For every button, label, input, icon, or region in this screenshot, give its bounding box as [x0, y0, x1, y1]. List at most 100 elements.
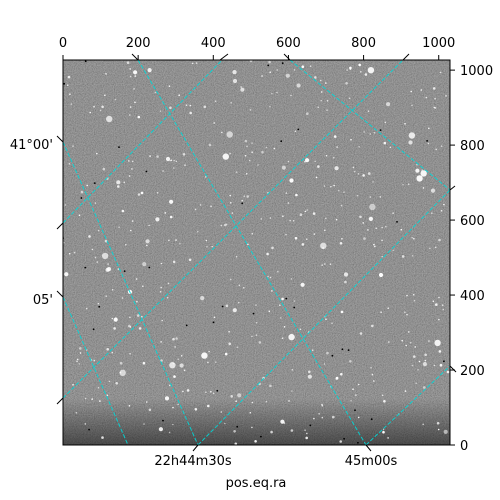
- star: [408, 140, 413, 145]
- star: [168, 431, 171, 434]
- star: [131, 168, 133, 170]
- star: [113, 317, 118, 322]
- wcs-edge-ticks: [56, 53, 457, 452]
- star: [437, 428, 440, 431]
- star: [235, 400, 237, 403]
- star: [304, 210, 307, 213]
- star: [220, 224, 223, 227]
- dark-pixel: [267, 64, 270, 67]
- star: [433, 364, 436, 367]
- star: [251, 335, 253, 338]
- star: [244, 139, 248, 143]
- star: [175, 160, 178, 163]
- star: [203, 105, 207, 109]
- star: [417, 369, 419, 371]
- star: [126, 61, 130, 64]
- grid-line: [137, 60, 367, 445]
- star: [186, 389, 190, 392]
- stars: [63, 60, 450, 445]
- star: [146, 401, 148, 403]
- star: [304, 161, 306, 163]
- star: [119, 361, 123, 365]
- star: [425, 96, 428, 99]
- star: [136, 300, 138, 303]
- star: [244, 155, 247, 157]
- star: [415, 382, 418, 385]
- star: [411, 236, 413, 239]
- star: [251, 233, 254, 235]
- star: [333, 157, 335, 159]
- star: [119, 369, 126, 376]
- star: [207, 404, 210, 408]
- star: [243, 195, 245, 197]
- star: [288, 400, 290, 402]
- star: [247, 243, 249, 246]
- star: [249, 109, 252, 111]
- star: [105, 295, 107, 298]
- star: [173, 375, 176, 378]
- star: [267, 275, 269, 278]
- star: [305, 158, 310, 163]
- star: [228, 331, 230, 333]
- star: [401, 255, 405, 258]
- star: [251, 151, 253, 153]
- star: [369, 196, 372, 198]
- star: [93, 359, 96, 362]
- star: [172, 362, 175, 365]
- dark-pixel: [379, 129, 382, 132]
- star: [179, 242, 181, 245]
- star: [380, 311, 382, 314]
- star: [185, 104, 188, 106]
- star: [140, 191, 144, 195]
- star: [232, 308, 237, 313]
- star: [160, 341, 162, 343]
- star: [93, 105, 95, 108]
- star: [330, 185, 332, 188]
- star: [230, 395, 233, 398]
- star: [381, 239, 383, 242]
- star: [288, 333, 295, 341]
- star: [343, 191, 345, 193]
- star: [299, 328, 302, 331]
- star: [406, 313, 408, 316]
- star: [438, 318, 440, 321]
- star: [428, 340, 430, 342]
- star: [236, 346, 239, 349]
- grid-line: [63, 141, 199, 445]
- top-tick-label: 1000: [422, 36, 455, 51]
- star: [375, 227, 378, 230]
- star: [392, 212, 394, 214]
- star: [254, 440, 257, 443]
- star: [133, 70, 138, 75]
- star: [408, 331, 410, 333]
- star: [415, 168, 420, 173]
- star: [224, 352, 228, 356]
- star: [117, 185, 120, 188]
- star: [402, 183, 404, 186]
- dark-pixel: [331, 354, 334, 357]
- star: [238, 284, 241, 287]
- star: [313, 417, 315, 420]
- star: [314, 160, 317, 163]
- star: [101, 105, 104, 109]
- star: [111, 351, 114, 354]
- top-tick-label: 800: [351, 36, 376, 51]
- star: [138, 327, 142, 330]
- star: [251, 426, 253, 429]
- star: [255, 322, 258, 324]
- star: [228, 342, 231, 346]
- star: [182, 153, 186, 156]
- star: [102, 167, 106, 171]
- star: [326, 109, 328, 111]
- star: [125, 243, 127, 246]
- top-tick-label: 600: [276, 36, 301, 51]
- star: [320, 91, 323, 93]
- star: [107, 263, 109, 265]
- dark-pixel: [309, 424, 312, 427]
- star: [134, 75, 137, 77]
- star: [355, 394, 357, 396]
- star: [382, 428, 385, 431]
- star: [231, 212, 234, 214]
- star: [337, 189, 340, 192]
- right-tick-label: 1000: [460, 64, 493, 79]
